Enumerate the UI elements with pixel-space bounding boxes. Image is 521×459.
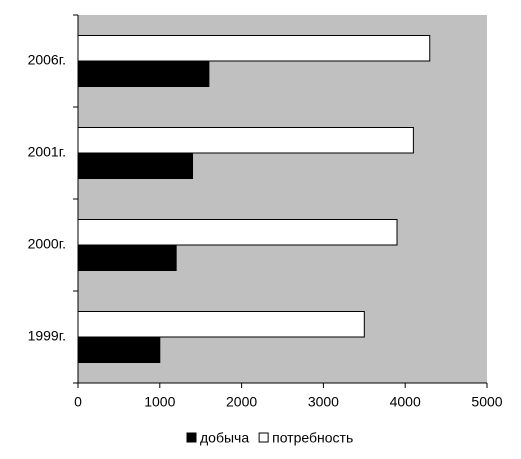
bar [77,152,194,179]
bar [77,35,431,62]
x-tick-label: 2000 [226,394,257,410]
bar [77,336,161,363]
legend-swatch [186,432,197,443]
bar [77,219,398,246]
legend-label: добыча [200,430,249,446]
y-tick-label: 2001г. [28,144,66,160]
x-tick-label: 5000 [471,394,502,410]
x-tick-label: 4000 [390,394,421,410]
bar [77,244,177,271]
bar [77,60,210,87]
y-tick-label: 1999г. [28,328,66,344]
bar [77,127,414,154]
y-tick-label: 2006г. [28,52,66,68]
x-tick-label: 3000 [308,394,339,410]
y-tick-label: 2000г. [28,236,66,252]
x-tick-label: 1000 [144,394,175,410]
legend-swatch [258,432,269,443]
x-tick-label: 0 [74,394,82,410]
bar [77,311,365,338]
legend-label: потребность [272,430,353,446]
